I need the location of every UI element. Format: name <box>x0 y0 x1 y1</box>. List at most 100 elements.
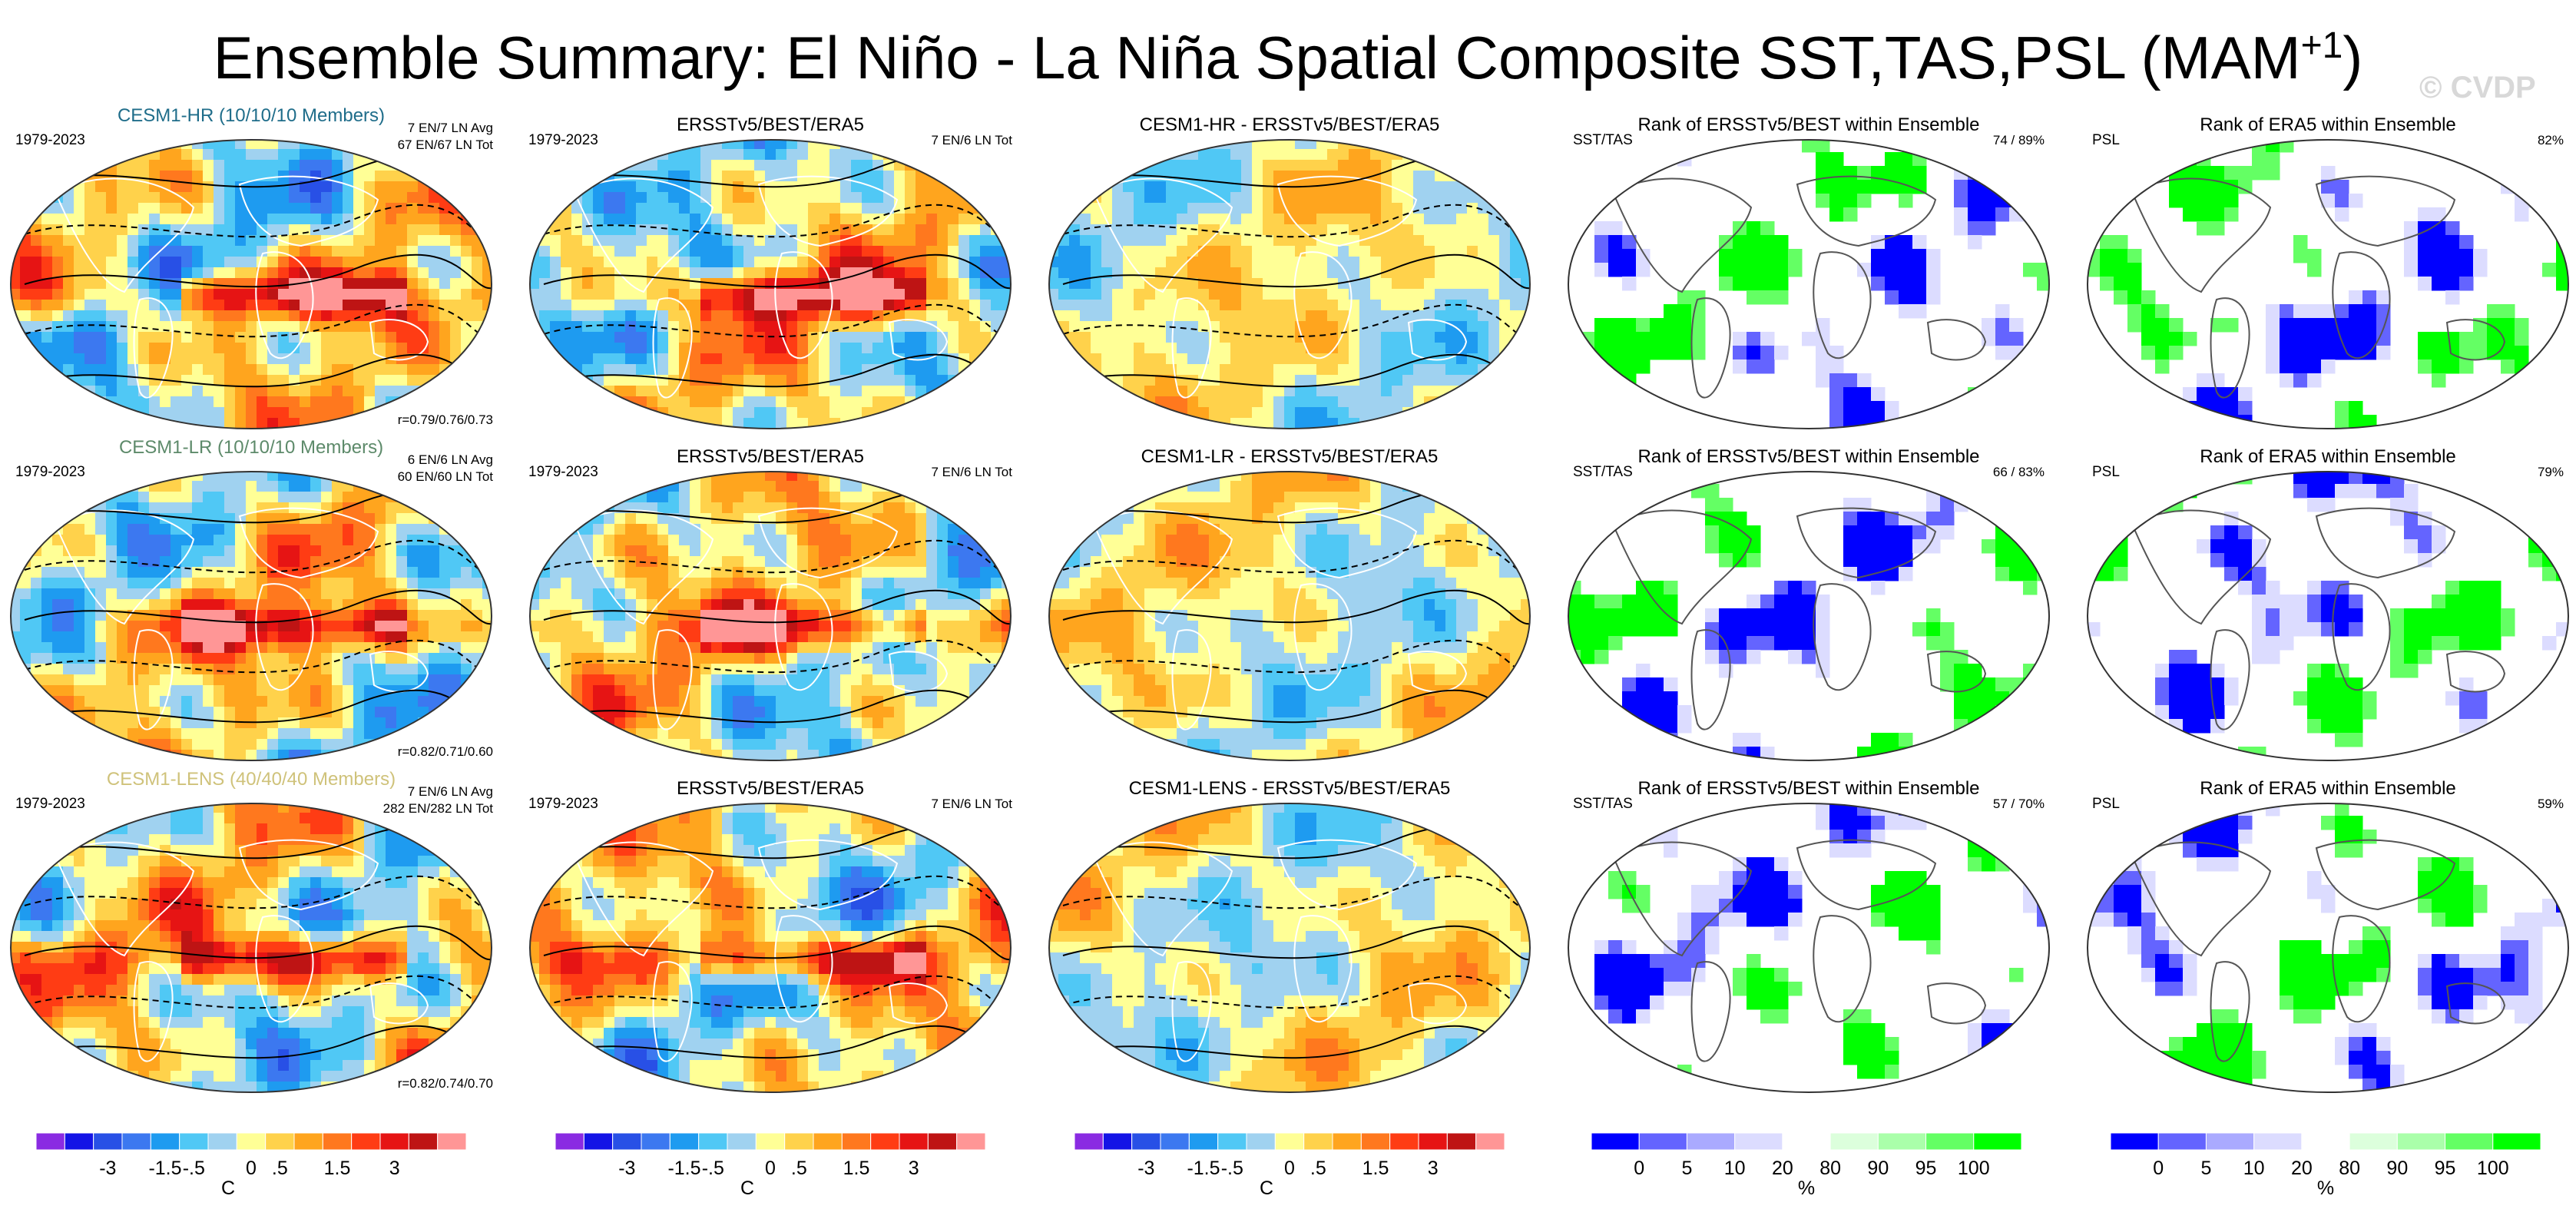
map-cell <box>1435 364 1446 376</box>
map-cell <box>106 578 118 589</box>
map-cell <box>181 310 193 322</box>
map-cell <box>20 353 31 365</box>
map-cell <box>52 407 64 419</box>
map-cell <box>1058 289 1070 300</box>
map-cell <box>2037 387 2049 402</box>
cvdp-watermark: © CVDP <box>2419 71 2536 104</box>
map-cell <box>407 396 419 408</box>
map-cell <box>530 192 540 204</box>
map-cell <box>851 192 863 204</box>
map-cell <box>2238 387 2253 402</box>
map-cell <box>625 375 637 386</box>
map-cell <box>1230 289 1242 300</box>
map-cell <box>472 502 483 514</box>
map-cell <box>1488 246 1500 257</box>
map-cell <box>1456 396 1468 408</box>
map-cell <box>1467 310 1478 322</box>
map-cell <box>2088 249 2101 263</box>
map-cell <box>1467 343 1478 354</box>
map-cell <box>278 149 290 161</box>
map-cell <box>138 545 150 557</box>
map-cell <box>353 502 365 514</box>
map-cell <box>2432 359 2446 374</box>
map-cell <box>1101 386 1113 397</box>
map-cell <box>593 171 604 182</box>
map-cell <box>181 502 193 514</box>
map-cell <box>991 343 1002 354</box>
map-cell <box>743 214 755 225</box>
map-cell <box>593 214 604 225</box>
map-cell <box>690 386 701 397</box>
map-cell <box>149 472 161 482</box>
map-cell <box>1912 235 1927 250</box>
map-cell <box>1456 353 1468 365</box>
map-cell <box>840 160 852 171</box>
map-cell <box>1091 160 1102 171</box>
map-cell <box>364 278 376 290</box>
map-cell <box>149 343 161 354</box>
map-cell <box>1230 267 1242 279</box>
map-cell <box>181 407 193 419</box>
map-cell <box>959 407 970 419</box>
map-cell <box>829 364 841 376</box>
map-cell <box>160 171 171 182</box>
map-cell <box>2321 346 2336 360</box>
map-cell <box>1101 203 1113 214</box>
map-cell <box>2141 304 2156 319</box>
map-cell <box>278 524 290 535</box>
map-cell <box>472 535 483 546</box>
map-cell <box>1230 160 1242 171</box>
map-cell <box>1263 257 1274 268</box>
map-cell <box>300 289 311 300</box>
map-cell <box>1359 353 1371 365</box>
map-cell <box>1306 289 1317 300</box>
map-cell <box>1774 263 1789 277</box>
map-cell <box>829 429 841 440</box>
map-cell <box>1760 221 1775 236</box>
map-cell <box>539 192 551 204</box>
map-cell <box>1273 203 1285 214</box>
map-cell <box>636 235 647 247</box>
map-cell <box>786 192 798 204</box>
map-cell <box>2487 346 2502 360</box>
map-cell <box>31 192 42 204</box>
map-cell <box>1002 375 1011 386</box>
map-cell <box>1069 149 1081 161</box>
map-cell <box>711 353 723 365</box>
map-cell <box>593 300 604 311</box>
map-cell <box>1338 396 1349 408</box>
map-cell <box>396 257 408 268</box>
map-cell <box>1424 332 1435 343</box>
map-cell <box>472 545 483 557</box>
map-cell <box>625 181 637 193</box>
map-cell <box>539 310 551 322</box>
map-cell <box>1381 235 1392 247</box>
map-cell <box>1080 375 1091 386</box>
map-cell <box>1209 160 1220 171</box>
map-cell <box>1263 300 1274 311</box>
map-cell <box>160 343 171 354</box>
map-cell <box>2037 277 2049 291</box>
map-cell <box>1230 407 1242 419</box>
map-cell <box>539 396 551 408</box>
map-cell <box>1445 407 1457 419</box>
map-cell <box>1155 364 1167 376</box>
map-cell <box>418 267 429 279</box>
map-cell <box>418 171 429 182</box>
map-cell <box>1316 160 1328 171</box>
map-cell <box>1134 149 1145 161</box>
map-cell <box>700 181 712 193</box>
map-cell <box>1112 418 1124 429</box>
map-cell <box>1069 267 1081 279</box>
map-cell <box>235 364 247 376</box>
map-cell <box>1381 160 1392 171</box>
map-cell <box>1636 249 1651 263</box>
map-cell <box>1349 257 1360 268</box>
map-cell <box>1069 300 1081 311</box>
map-cell <box>246 502 257 514</box>
map-cell <box>1456 289 1468 300</box>
map-cell <box>711 407 723 419</box>
map-cell <box>530 267 540 279</box>
map-cell <box>278 364 290 376</box>
map-cell <box>765 407 776 419</box>
